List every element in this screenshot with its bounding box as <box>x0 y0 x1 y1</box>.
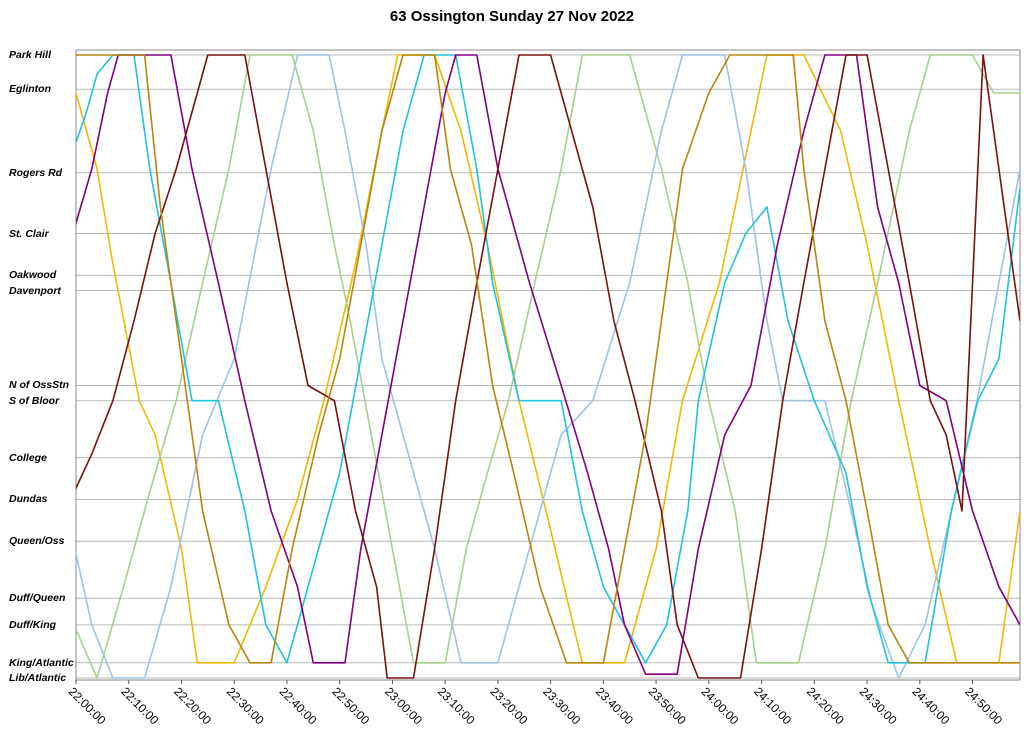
stop-label: College <box>9 451 47 464</box>
x-tick-label: 24:50:00 <box>962 684 1005 727</box>
vehicle-trace-2 <box>76 54 1020 679</box>
x-tick-label: 24:40:00 <box>909 684 952 727</box>
x-tick-label: 23:30:00 <box>540 684 583 727</box>
vehicle-trace-1 <box>76 54 1020 664</box>
vehicle-trace-5 <box>76 54 1020 675</box>
stop-label: Lib/Atlantic <box>9 672 67 684</box>
stop-label: Queen/Oss <box>9 535 65 548</box>
stop-label: Duff/Queen <box>9 592 66 605</box>
stop-label: Duff/King <box>9 618 57 631</box>
x-tick-label: 23:00:00 <box>382 684 425 727</box>
chart-title: 63 Ossington Sunday 27 Nov 2022 <box>389 8 635 25</box>
x-tick-label: 22:50:00 <box>329 684 372 727</box>
x-tick-label: 23:10:00 <box>435 684 478 727</box>
x-tick-label: 23:40:00 <box>593 684 636 727</box>
x-tick-label: 24:10:00 <box>751 684 794 727</box>
stop-label: S of Bloor <box>9 394 60 407</box>
vehicle-trace-7 <box>76 54 1020 664</box>
vehicle-trace-6 <box>76 54 1020 679</box>
plot-frame <box>75 49 1021 681</box>
stop-label: Davenport <box>9 284 61 297</box>
x-tick-label: 24:30:00 <box>857 684 900 727</box>
stop-label: Park Hill <box>9 49 52 61</box>
vehicle-trace-3 <box>76 54 1020 679</box>
x-tick-label: 24:00:00 <box>699 684 742 727</box>
x-tick-label: 23:20:00 <box>488 684 531 727</box>
x-tick-label: 22:10:00 <box>118 684 161 727</box>
stop-label: Oakwood <box>9 269 57 282</box>
x-tick-label: 22:30:00 <box>224 684 267 727</box>
stop-label: Eglinton <box>9 83 51 96</box>
stop-label: Dundas <box>9 493 48 506</box>
stop-label: St. Clair <box>9 227 49 240</box>
x-tick-label: 24:20:00 <box>804 684 847 727</box>
x-tick-label: 23:50:00 <box>646 684 689 727</box>
stop-label: King/Atlantic <box>9 656 74 669</box>
x-tick-label: 22:40:00 <box>277 684 320 727</box>
x-tick-label: 22:20:00 <box>171 684 214 727</box>
stop-label: N of OssStn <box>9 379 70 392</box>
x-tick-label: 22:00:00 <box>66 684 109 727</box>
stop-label: Rogers Rd <box>9 166 63 179</box>
vehicle-trace-4 <box>76 54 1020 664</box>
